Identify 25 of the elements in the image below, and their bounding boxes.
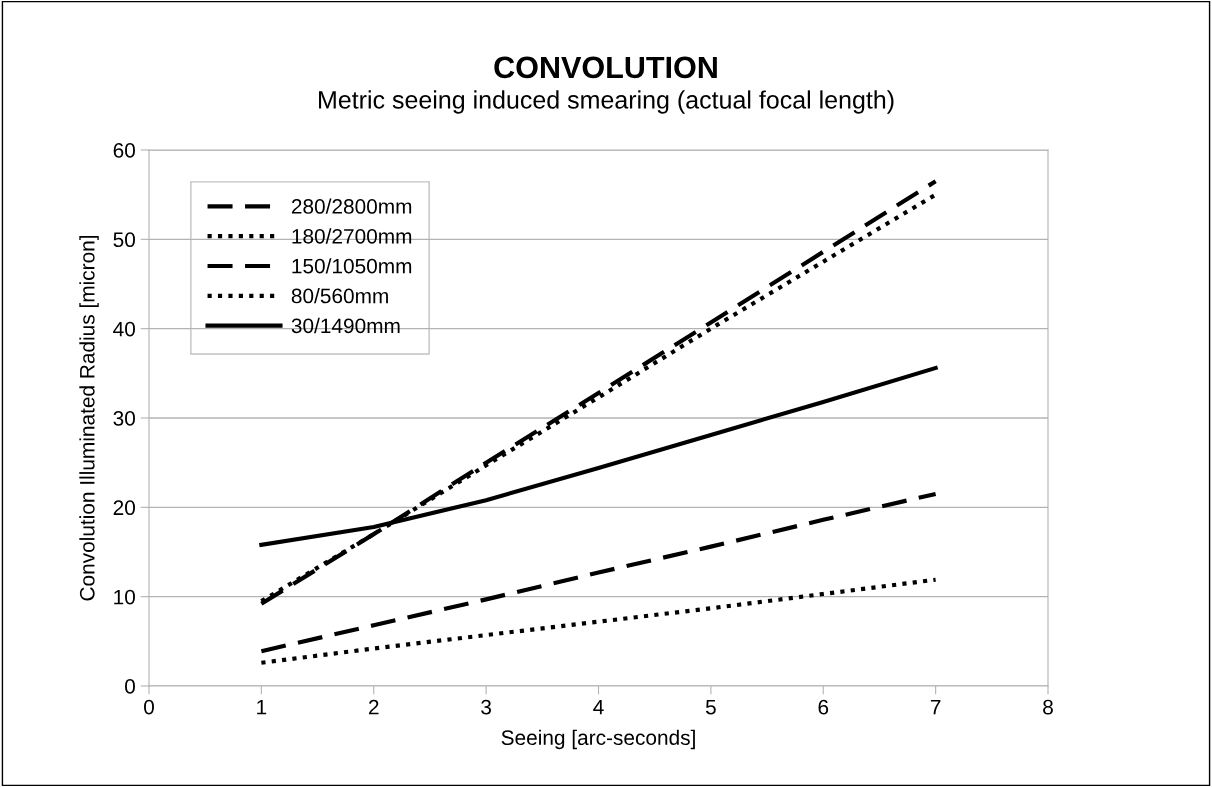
x-tick-label: 1	[257, 699, 267, 715]
legend-label: 150/1050mm	[292, 258, 412, 274]
y-tick-label: 20	[113, 500, 135, 516]
y-tick-label: 10	[114, 589, 135, 605]
chart-title: CONVOLUTION	[494, 56, 717, 79]
y-axis-title: Convolution Illuminated Radius [micron]	[79, 235, 99, 601]
legend-label: 180/2700mm	[292, 228, 412, 244]
x-tick-label: 2	[369, 699, 379, 715]
y-tick-label: 30	[113, 411, 135, 426]
x-tick-label: 8	[1043, 699, 1053, 715]
y-tick-label: 60	[113, 143, 135, 158]
legend-label: 30/1490mm	[291, 317, 400, 334]
legend-label: 280/2800mm	[291, 198, 412, 214]
y-tick-label: 40	[113, 321, 135, 337]
y-tick-label: 0	[125, 679, 135, 694]
x-tick-label: 5	[705, 699, 716, 715]
x-tick-label: 4	[593, 699, 604, 715]
y-tick-label: 50	[113, 232, 135, 248]
x-tick-label: 0	[144, 699, 154, 715]
x-tick-label: 3	[481, 699, 491, 715]
x-axis-title: Seeing [arc-seconds]	[501, 729, 695, 750]
x-tick-label: 6	[818, 699, 829, 715]
legend-label: 80/560mm	[291, 288, 388, 304]
x-tick-label: 7	[930, 699, 941, 715]
chart-subtitle: Metric seeing induced smearing (actual focal length)	[319, 90, 894, 114]
